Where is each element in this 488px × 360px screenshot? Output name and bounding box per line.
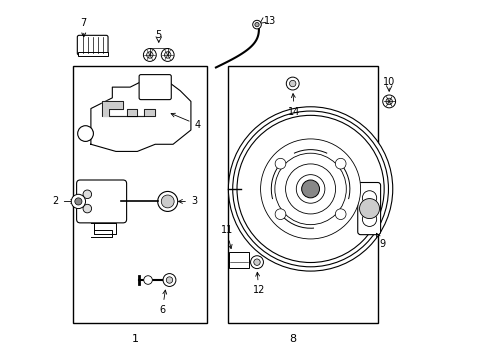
Circle shape (250, 256, 263, 269)
Text: 11: 11 (220, 225, 232, 248)
Circle shape (359, 199, 379, 219)
FancyBboxPatch shape (139, 75, 171, 100)
Text: 8: 8 (288, 334, 296, 344)
Circle shape (335, 158, 346, 169)
Text: 14: 14 (288, 94, 300, 117)
Bar (228, 66, 378, 323)
Text: 9: 9 (376, 233, 385, 249)
Circle shape (362, 212, 376, 226)
FancyBboxPatch shape (77, 35, 108, 55)
Circle shape (83, 190, 91, 199)
Polygon shape (91, 223, 116, 237)
Circle shape (253, 259, 260, 265)
Text: 13: 13 (264, 16, 276, 26)
Text: 2: 2 (52, 197, 75, 206)
Circle shape (78, 126, 93, 141)
Text: 3: 3 (178, 197, 197, 206)
Circle shape (71, 194, 85, 208)
Circle shape (385, 98, 391, 105)
Circle shape (232, 111, 387, 267)
Circle shape (285, 77, 299, 90)
FancyBboxPatch shape (229, 252, 248, 268)
Circle shape (163, 274, 176, 287)
Text: 6: 6 (159, 290, 166, 315)
Circle shape (161, 49, 174, 62)
Text: 12: 12 (252, 272, 264, 296)
Circle shape (157, 192, 177, 211)
Circle shape (143, 276, 152, 284)
Text: 1: 1 (132, 334, 139, 344)
Circle shape (161, 195, 174, 208)
Bar (78, 52, 107, 56)
Circle shape (275, 209, 285, 220)
Circle shape (274, 153, 346, 225)
Polygon shape (91, 80, 190, 152)
Circle shape (252, 20, 261, 29)
Circle shape (146, 52, 153, 58)
Circle shape (254, 22, 259, 27)
Circle shape (75, 198, 82, 205)
Text: 7: 7 (81, 18, 87, 37)
Circle shape (275, 158, 285, 169)
Circle shape (382, 95, 395, 108)
Bar (73, 66, 206, 323)
Circle shape (289, 80, 295, 87)
Circle shape (83, 204, 91, 213)
Circle shape (301, 180, 319, 198)
Circle shape (143, 49, 156, 62)
Text: 4: 4 (171, 113, 200, 130)
Text: 10: 10 (382, 77, 394, 87)
Circle shape (228, 107, 392, 271)
Circle shape (166, 277, 172, 283)
Circle shape (260, 139, 360, 239)
FancyBboxPatch shape (77, 180, 126, 223)
Circle shape (237, 115, 384, 262)
FancyBboxPatch shape (357, 183, 380, 235)
Circle shape (335, 209, 346, 220)
Polygon shape (102, 102, 155, 116)
Circle shape (362, 191, 376, 205)
Text: 5: 5 (155, 30, 162, 40)
Circle shape (164, 52, 171, 58)
Circle shape (285, 164, 335, 214)
Circle shape (296, 175, 324, 203)
